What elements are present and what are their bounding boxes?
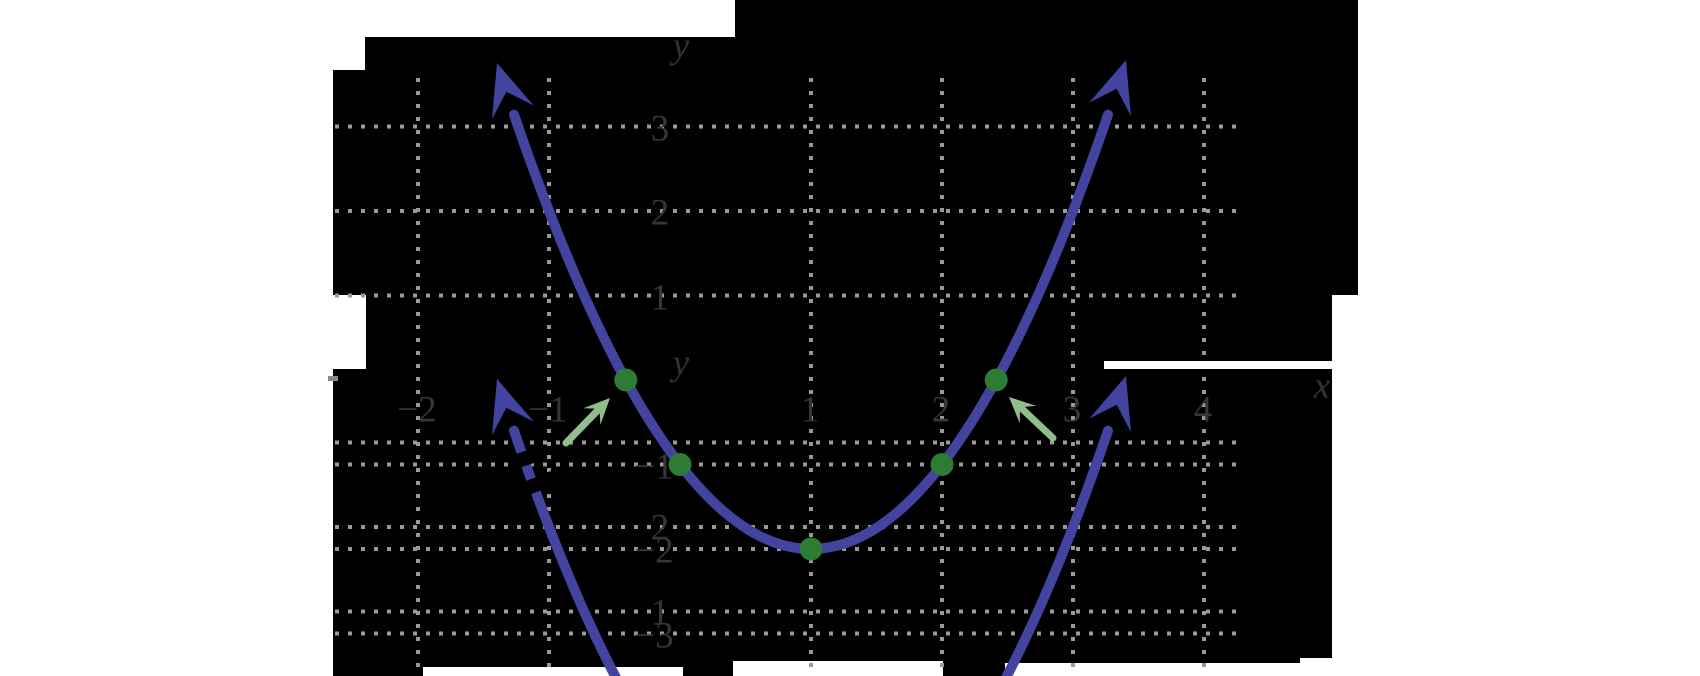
axis-dash xyxy=(328,376,338,381)
redaction-block xyxy=(366,361,1104,369)
intercept-arrow-left-head xyxy=(583,398,610,425)
intercept-arrow-right-head xyxy=(1009,397,1037,424)
redaction-block xyxy=(333,70,365,295)
curve-arrowhead-second xyxy=(492,379,534,436)
x-tick-label: 1 xyxy=(800,389,820,431)
x-tick-label: 4 xyxy=(1193,389,1213,431)
x-axis-label: x xyxy=(1313,365,1331,407)
intercept-arrow-right-shaft xyxy=(1014,401,1057,442)
curve-arrowhead-second xyxy=(1089,376,1131,433)
parabola-curve-second xyxy=(509,425,1113,676)
redaction-block xyxy=(366,295,1332,361)
white-gap xyxy=(733,661,943,676)
white-gap xyxy=(1005,663,1300,676)
y-axis-label: y xyxy=(672,25,690,67)
notch-artifact xyxy=(521,471,554,497)
y-tick-label-second: 1 xyxy=(650,592,670,633)
marked-point xyxy=(984,368,1008,392)
y-tick-label: 1 xyxy=(650,277,670,318)
x-tick-label: −2 xyxy=(397,389,437,431)
second-y-axis-label: y xyxy=(672,342,690,384)
white-gap xyxy=(423,667,683,676)
white-strip xyxy=(1104,361,1332,369)
notch-artifact xyxy=(513,445,546,469)
marked-point xyxy=(930,453,954,476)
y-tick-label: −2 xyxy=(634,530,674,572)
curve-arrowhead xyxy=(1089,60,1131,117)
marked-point xyxy=(799,537,823,561)
y-tick-label: −3 xyxy=(634,615,674,656)
redaction-block xyxy=(735,0,1358,295)
intercept-arrow-left-shaft xyxy=(562,403,605,447)
y-tick-label: 3 xyxy=(650,108,670,149)
curve-arrowhead xyxy=(492,63,534,120)
marked-point xyxy=(614,368,638,392)
y-tick-label: −1 xyxy=(634,446,674,487)
x-tick-label: 2 xyxy=(931,389,951,431)
marked-point xyxy=(668,453,692,476)
x-tick-label: −1 xyxy=(528,389,568,431)
y-tick-label: 2 xyxy=(650,192,670,234)
y-tick-label-second: 2 xyxy=(650,507,670,549)
x-tick-label: 3 xyxy=(1062,389,1082,431)
